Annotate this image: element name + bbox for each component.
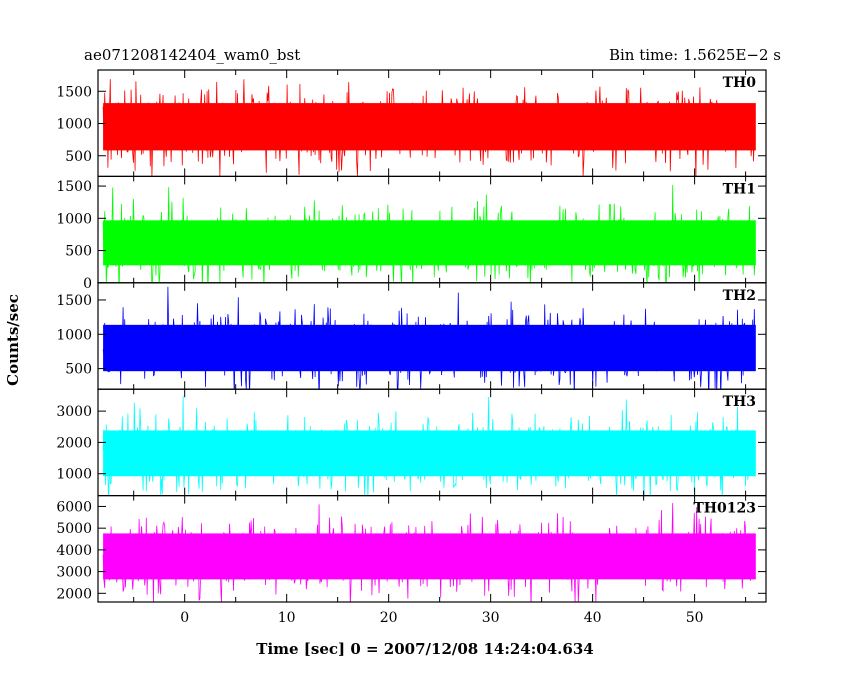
panel-th0: 500 1000 1500 TH0: [56, 69, 767, 178]
y-tick-label: 4000: [56, 543, 92, 559]
series-core-th0: [103, 103, 756, 151]
y-tick-label: 500: [65, 362, 92, 378]
y-tick-label: 3000: [56, 565, 92, 581]
panel-label-th3: TH3: [723, 394, 756, 410]
panel-label-th0: TH0: [723, 75, 757, 91]
x-tick-label: 10: [278, 610, 296, 626]
panel-label-th1: TH1: [723, 181, 756, 197]
panel-th3: 1000 2000 3000 TH3: [56, 388, 767, 497]
panel-label-th0123: TH0123: [693, 501, 756, 517]
y-tick-label: 1000: [56, 117, 92, 133]
y-tick-label: 500: [65, 149, 92, 165]
y-tick-label: 2000: [56, 586, 92, 602]
x-tick-label: 30: [482, 610, 500, 626]
y-tick-label: 2000: [56, 435, 92, 451]
panel-th1: 0 500 1000 1500 TH1: [56, 175, 767, 292]
y-tick-label: 3000: [56, 404, 92, 420]
panel-th2: 500 1000 1500 TH2: [56, 282, 767, 390]
y-tick-label: 1000: [56, 327, 92, 343]
y-tick-label: 1000: [56, 211, 92, 227]
chart-title-right: Bin time: 1.5625E−2 s: [609, 46, 781, 64]
x-axis-label: Time [sec] 0 = 2007/12/08 14:24:04.634: [256, 640, 593, 658]
x-tick-label: 40: [584, 610, 602, 626]
chart-title-left: ae071208142404_wam0_bst: [84, 46, 300, 64]
x-tick-label: 0: [180, 610, 189, 626]
panel-label-th2: TH2: [723, 288, 756, 304]
series-core-th2: [103, 324, 756, 372]
x-tick-label: 50: [686, 610, 704, 626]
y-tick-label: 500: [65, 244, 92, 260]
y-tick-label: 1500: [56, 84, 92, 100]
series-core-th0123: [103, 533, 756, 580]
x-axis: 0 10 20 30 40 50: [133, 70, 747, 626]
series-core-th1: [103, 220, 756, 266]
y-tick-label: 1500: [56, 179, 92, 195]
panel-frame: [97, 495, 767, 603]
y-axis-label: Counts/sec: [4, 294, 22, 386]
panels-group: 500 1000 1500 TH0 0 500 1000 1500 TH1 500 1000 1500…: [56, 69, 767, 603]
panel-th0123: 2000 3000 4000 5000 6000 TH0123: [56, 495, 767, 603]
series-core-th3: [103, 430, 756, 477]
y-tick-label: 6000: [56, 499, 92, 515]
y-tick-label: 1000: [56, 467, 92, 483]
x-tick-label: 20: [380, 610, 398, 626]
y-tick-label: 1500: [56, 293, 92, 309]
y-tick-label: 0: [83, 276, 92, 292]
y-tick-label: 5000: [56, 521, 92, 537]
